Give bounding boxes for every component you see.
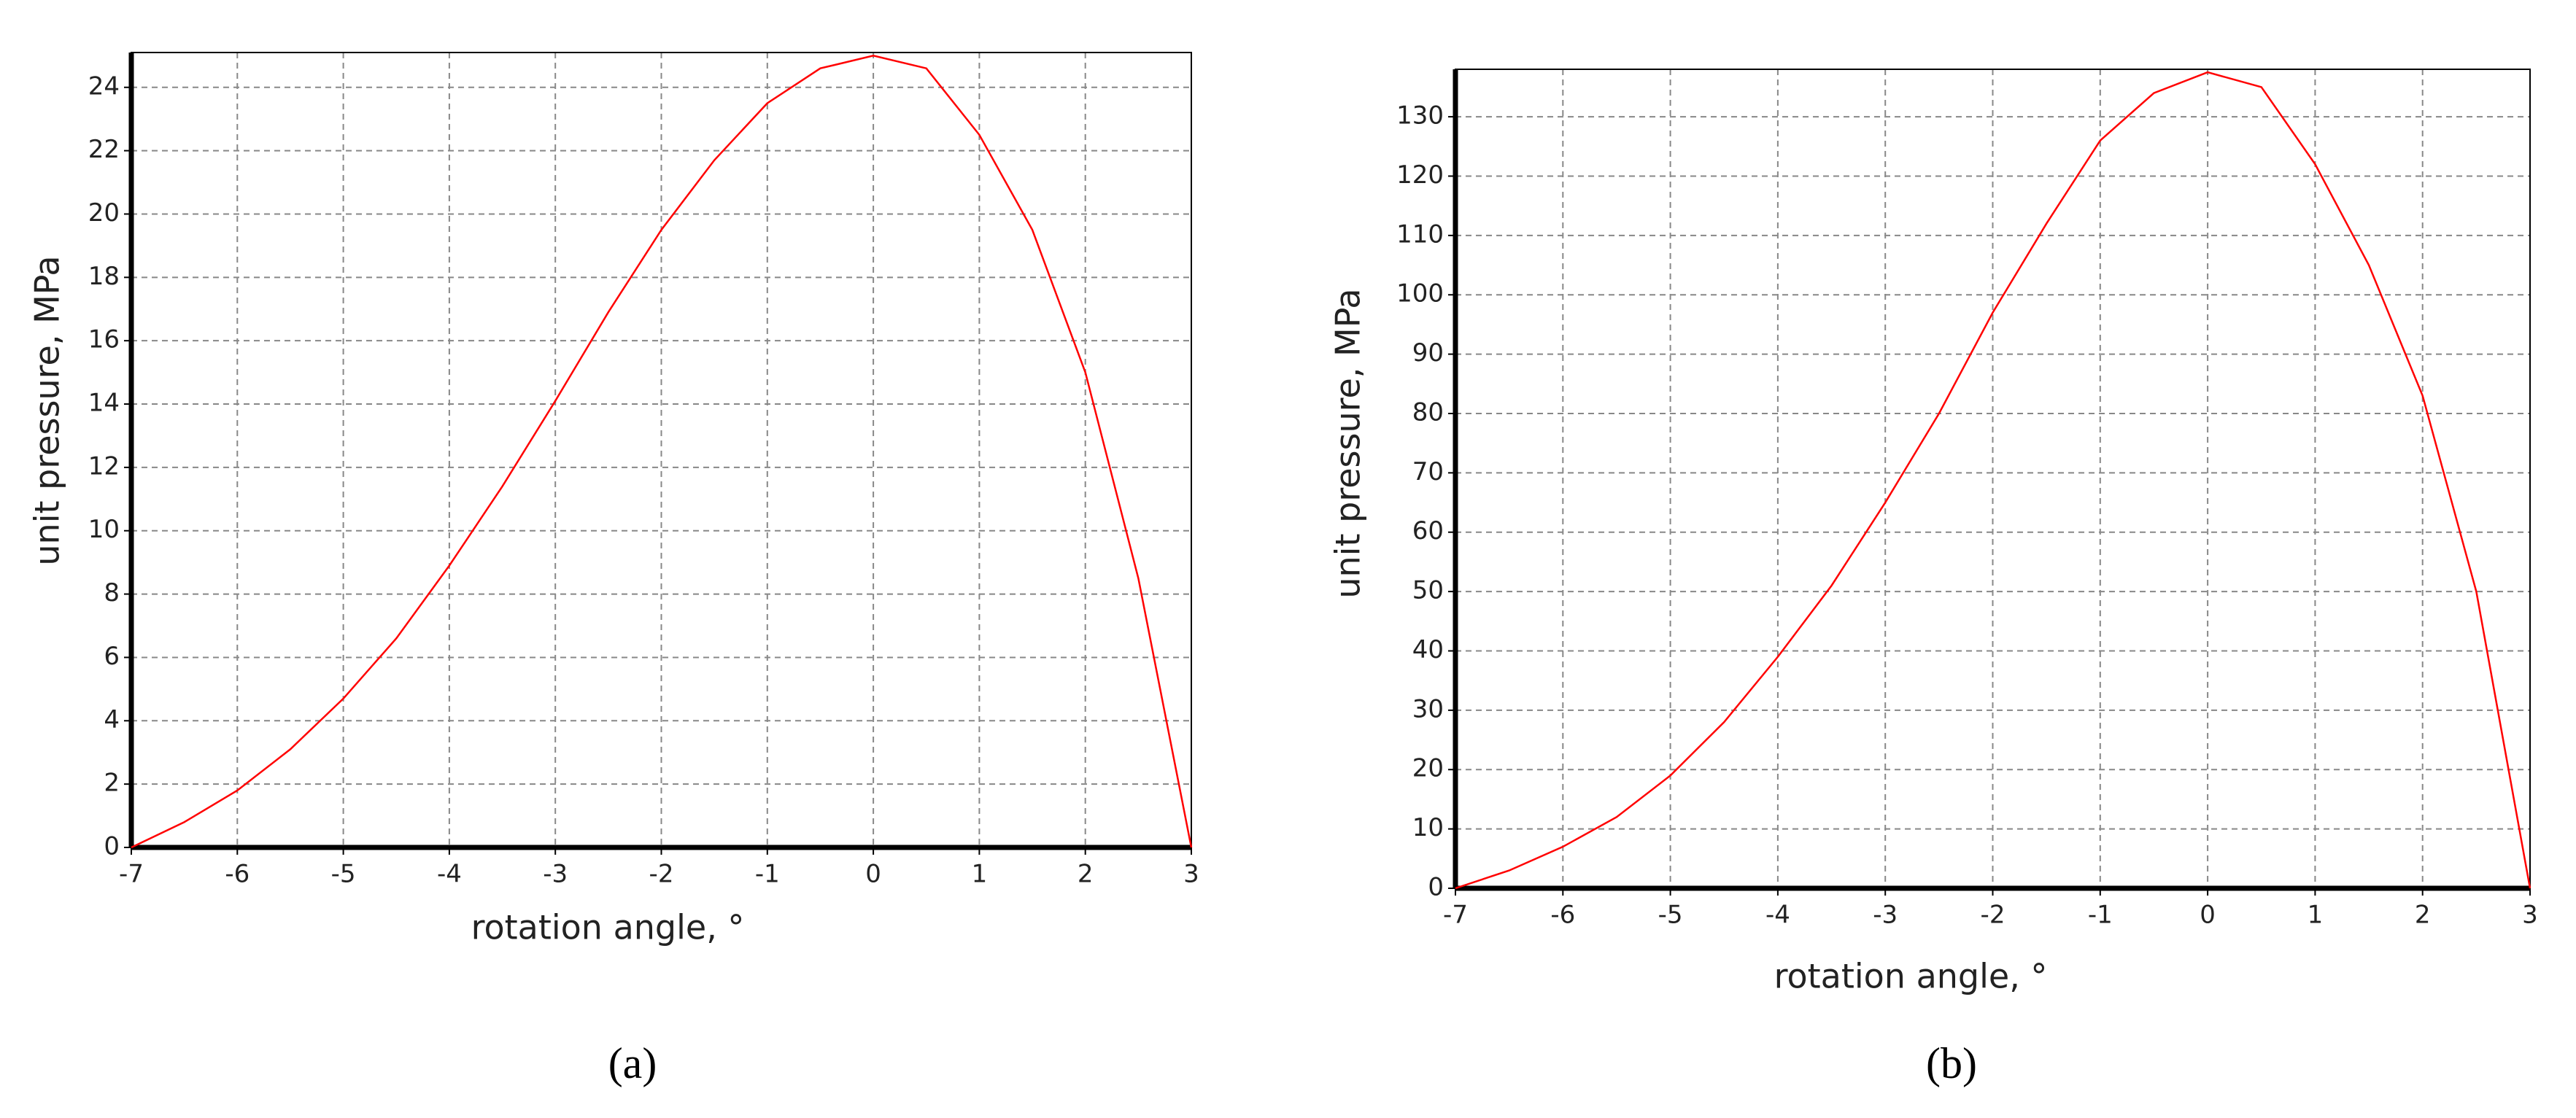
y-tick-label: 60 [1412, 516, 1444, 546]
x-tick-label: -2 [1981, 901, 2006, 930]
y-tick-label: 16 [88, 325, 120, 354]
x-tick-label: -4 [437, 860, 462, 889]
y-tick-label: 50 [1412, 576, 1444, 605]
y-tick-label: 22 [88, 135, 120, 164]
y-tick-label: 0 [104, 832, 120, 861]
x-tick-label: -6 [1550, 901, 1575, 930]
y-tick-label: 6 [104, 642, 120, 671]
y-tick-label: 8 [104, 578, 120, 607]
caption: (b) [1926, 1039, 1977, 1087]
x-tick-label: 0 [865, 860, 881, 889]
x-tick-label: -6 [225, 860, 250, 889]
y-axis-label: unit pressure, MPa [1328, 288, 1368, 598]
x-tick-label: -7 [1443, 901, 1468, 930]
y-tick-label: 80 [1412, 397, 1444, 427]
x-axis-label: rotation angle, ° [1774, 957, 2048, 996]
y-tick-label: 30 [1412, 694, 1444, 723]
y-axis-label: unit pressure, MPa [28, 255, 67, 565]
x-tick-label: 2 [1078, 860, 1094, 889]
x-tick-label: -5 [1658, 901, 1683, 930]
x-tick-label: -2 [649, 860, 674, 889]
x-tick-label: -3 [1873, 901, 1898, 930]
y-tick-label: 10 [1412, 813, 1444, 842]
y-tick-label: 100 [1396, 279, 1444, 308]
y-tick-label: 18 [88, 262, 120, 291]
y-tick-label: 14 [88, 389, 120, 418]
x-tick-label: 3 [2522, 901, 2538, 930]
y-tick-label: 20 [88, 198, 120, 228]
y-tick-label: 40 [1412, 635, 1444, 664]
y-tick-label: 120 [1396, 160, 1444, 190]
x-tick-label: -7 [119, 860, 144, 889]
x-axis-label: rotation angle, ° [471, 908, 745, 947]
y-tick-label: 24 [88, 71, 120, 101]
x-tick-label: 1 [2308, 901, 2324, 930]
y-tick-label: 20 [1412, 754, 1444, 783]
x-tick-label: 0 [2200, 901, 2216, 930]
x-tick-label: -4 [1765, 901, 1790, 930]
data-line [131, 55, 1193, 849]
y-tick-label: 130 [1396, 101, 1444, 131]
y-tick-label: 2 [104, 769, 120, 798]
y-tick-label: 70 [1412, 457, 1444, 486]
caption: (a) [608, 1039, 657, 1087]
y-tick-label: 0 [1428, 873, 1444, 902]
y-tick-label: 12 [88, 451, 120, 481]
x-tick-label: -1 [755, 860, 780, 889]
x-tick-label: -1 [2088, 901, 2113, 930]
x-tick-label: -3 [543, 860, 568, 889]
x-tick-label: 1 [972, 860, 988, 889]
x-tick-label: 2 [2415, 901, 2431, 930]
x-tick-label: -5 [331, 860, 356, 889]
data-line [1455, 71, 2531, 890]
y-tick-label: 10 [88, 515, 120, 544]
x-tick-label: 3 [1183, 860, 1199, 889]
y-tick-label: 110 [1396, 220, 1444, 249]
y-tick-label: 4 [104, 705, 120, 734]
y-tick-label: 90 [1412, 338, 1444, 368]
